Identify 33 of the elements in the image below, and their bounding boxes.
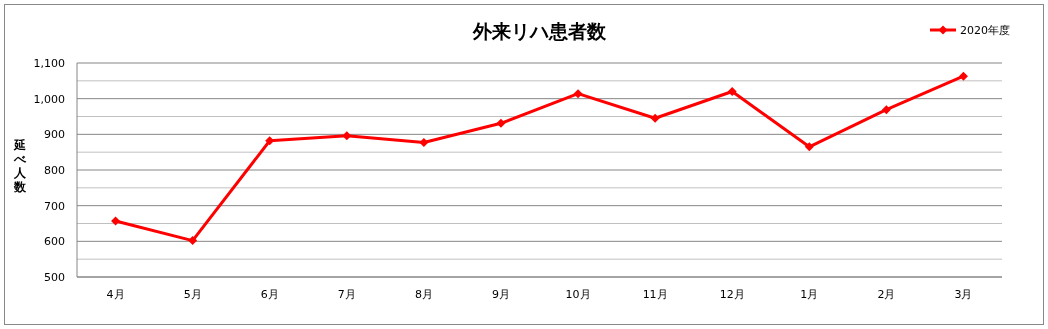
x-tick-label: 1月 (800, 288, 819, 301)
x-tick-label: 3月 (954, 288, 973, 301)
x-tick-label: 8月 (414, 288, 433, 301)
y-axis-title: 延べ人数 (13, 138, 27, 194)
x-tick-label: 11月 (642, 288, 668, 301)
y-tick-label: 900 (44, 128, 65, 142)
point (573, 89, 583, 99)
x-tick-label: 2月 (877, 288, 896, 301)
x-tick-label: 4月 (106, 288, 125, 301)
point (419, 138, 429, 148)
chart-title: 外来リハ患者数 (472, 20, 607, 42)
point (804, 142, 814, 152)
x-tick-label: 9月 (491, 288, 510, 301)
point (727, 87, 737, 97)
x-tick-label: 7月 (337, 288, 356, 301)
x-tick-label: 12月 (719, 288, 745, 301)
point (881, 105, 891, 115)
x-tick-label: 6月 (260, 288, 279, 301)
point (342, 131, 352, 141)
y-tick-label: 700 (44, 199, 65, 213)
x-tick-label: 10月 (565, 288, 591, 301)
y-tick-label: 500 (44, 271, 65, 284)
y-tick-label: 1,100 (33, 57, 65, 70)
x-tick-label: 5月 (183, 288, 202, 301)
y-tick-label: 600 (44, 235, 65, 249)
point (958, 71, 968, 81)
y-tick-label: 800 (44, 164, 65, 177)
point (650, 113, 660, 123)
point (111, 216, 121, 226)
point (188, 236, 198, 246)
y-tick-label: 1,000 (33, 92, 65, 106)
point (496, 118, 506, 128)
legend-label: 2020年度 (960, 24, 1010, 37)
